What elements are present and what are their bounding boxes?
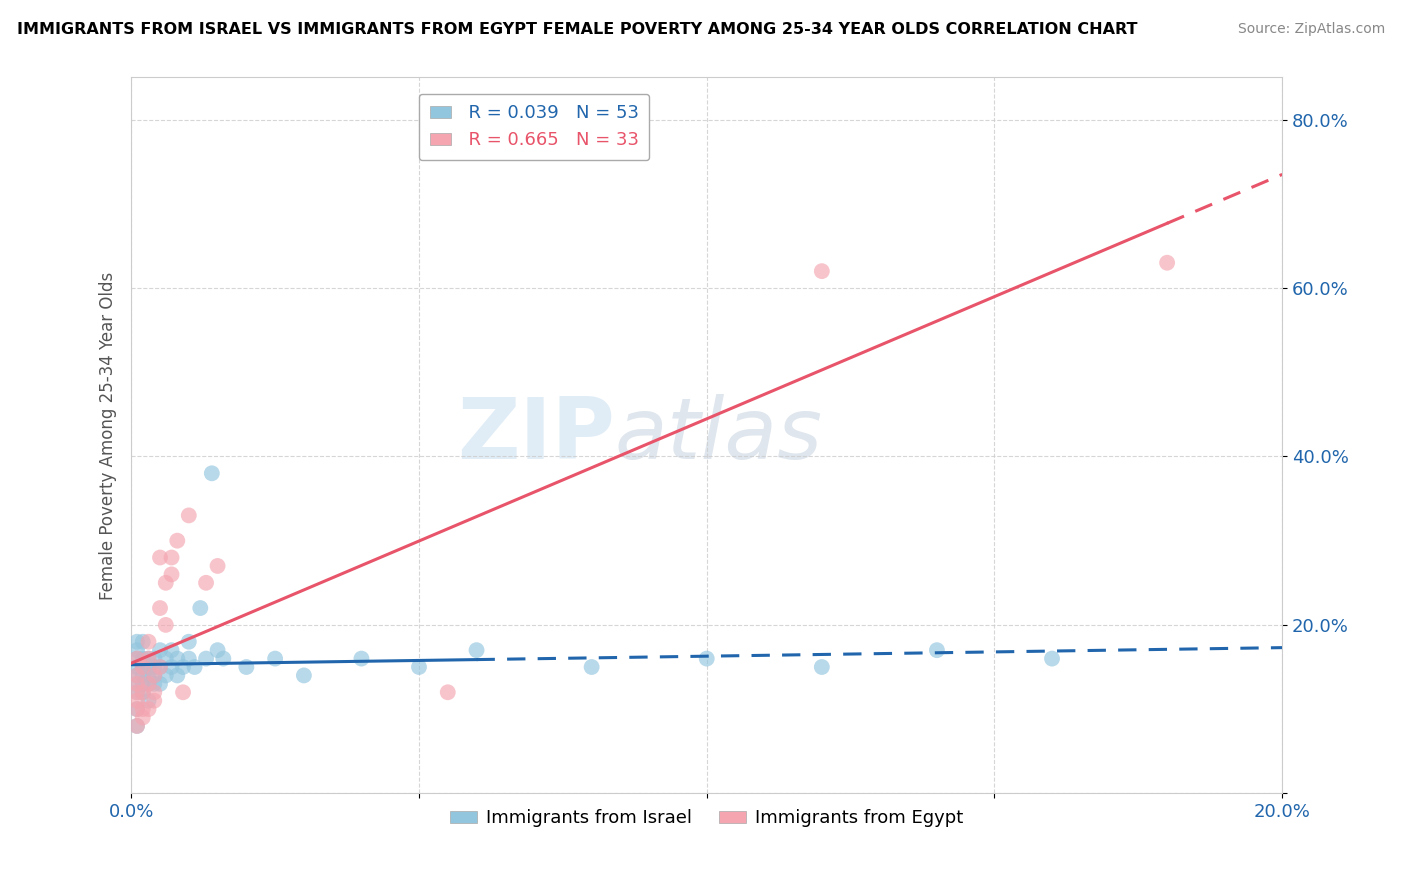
Point (138, 668, 160, 682)
Point (132, 634, 155, 648)
Point (138, 651, 160, 665)
Point (138, 702, 160, 716)
Point (195, 575, 218, 590)
Point (143, 660, 166, 674)
Point (149, 660, 172, 674)
Point (125, 677, 148, 691)
Point (125, 702, 148, 716)
Point (155, 575, 177, 590)
Point (177, 508, 200, 523)
Point (132, 685, 155, 699)
Point (207, 558, 229, 573)
Point (132, 651, 155, 665)
Point (138, 634, 160, 648)
Point (132, 660, 155, 674)
Point (177, 651, 200, 665)
Point (125, 702, 148, 716)
Point (125, 685, 148, 699)
Point (125, 719, 148, 733)
Point (143, 651, 166, 665)
Point (143, 694, 166, 708)
Point (138, 660, 160, 674)
Point (465, 643, 488, 657)
Point (149, 601, 172, 615)
Point (155, 651, 177, 665)
Point (132, 677, 155, 691)
Point (264, 651, 287, 665)
Point (172, 660, 194, 674)
Point (143, 677, 166, 691)
Point (138, 677, 160, 691)
Text: ZIP: ZIP (457, 394, 614, 477)
Point (143, 685, 166, 699)
Text: Source: ZipAtlas.com: Source: ZipAtlas.com (1237, 22, 1385, 37)
Point (132, 668, 155, 682)
Point (149, 677, 172, 691)
Point (1040, 651, 1063, 665)
Point (125, 694, 148, 708)
Point (125, 660, 148, 674)
Point (132, 702, 155, 716)
Point (125, 634, 148, 648)
Point (149, 643, 172, 657)
Point (125, 668, 148, 682)
Point (172, 685, 194, 699)
Point (925, 643, 948, 657)
Point (212, 651, 235, 665)
Point (811, 660, 834, 674)
Point (132, 710, 155, 724)
Y-axis label: Female Poverty Among 25-34 Year Olds: Female Poverty Among 25-34 Year Olds (100, 271, 117, 599)
Point (207, 643, 229, 657)
Point (195, 651, 218, 665)
Point (143, 668, 166, 682)
Point (125, 643, 148, 657)
Point (138, 677, 160, 691)
Point (201, 467, 224, 481)
Point (125, 685, 148, 699)
Legend: Immigrants from Israel, Immigrants from Egypt: Immigrants from Israel, Immigrants from … (443, 802, 970, 834)
Point (160, 643, 183, 657)
Point (436, 685, 458, 699)
Point (125, 651, 148, 665)
Point (155, 618, 177, 632)
Point (149, 660, 172, 674)
Point (166, 668, 188, 682)
Point (183, 660, 205, 674)
Point (166, 651, 188, 665)
Point (132, 660, 155, 674)
Point (143, 668, 166, 682)
Point (155, 668, 177, 682)
Text: IMMIGRANTS FROM ISRAEL VS IMMIGRANTS FROM EGYPT FEMALE POVERTY AMONG 25-34 YEAR : IMMIGRANTS FROM ISRAEL VS IMMIGRANTS FRO… (17, 22, 1137, 37)
Point (160, 567, 183, 582)
Point (177, 634, 200, 648)
Point (292, 668, 315, 682)
Point (188, 601, 211, 615)
Point (160, 550, 183, 565)
Point (149, 550, 172, 565)
Point (350, 651, 373, 665)
Point (1156, 256, 1178, 270)
Point (138, 651, 160, 665)
Text: atlas: atlas (614, 394, 823, 477)
Point (581, 660, 603, 674)
Point (138, 694, 160, 708)
Point (125, 719, 148, 733)
Point (125, 651, 148, 665)
Point (132, 685, 155, 699)
Point (235, 660, 257, 674)
Point (166, 533, 188, 548)
Point (408, 660, 430, 674)
Point (811, 264, 834, 278)
Point (160, 660, 183, 674)
Point (125, 668, 148, 682)
Point (125, 677, 148, 691)
Point (696, 651, 718, 665)
